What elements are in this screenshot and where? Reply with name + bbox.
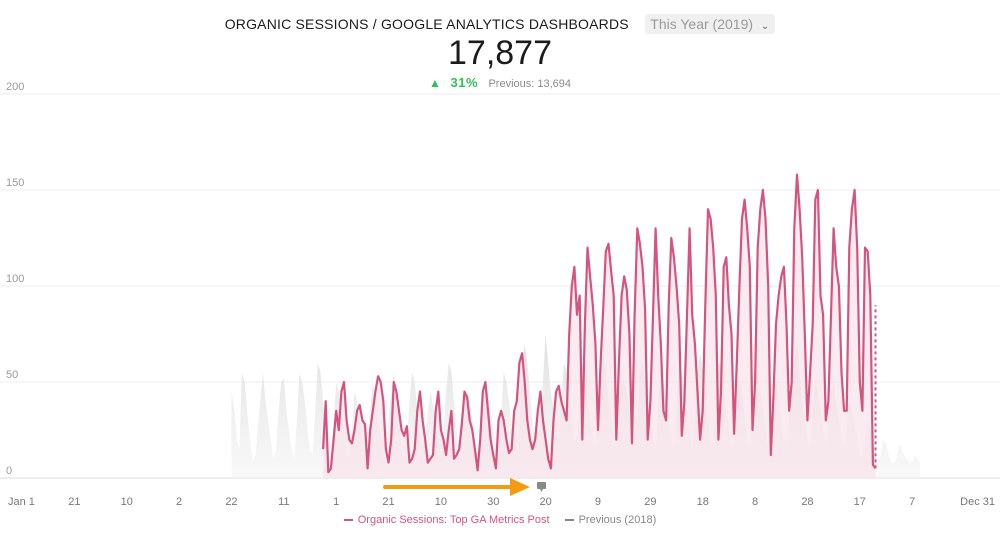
chart-legend: Organic Sessions: Top GA Metrics Post Pr… — [0, 512, 1000, 526]
triangle-up-icon: ▲ — [428, 76, 442, 90]
chart-header: ORGANIC SESSIONS / GOOGLE ANALYTICS DASH… — [0, 0, 1000, 110]
chart-title: ORGANIC SESSIONS / GOOGLE ANALYTICS DASH… — [224, 16, 629, 32]
x-tick-label: 18 — [697, 496, 709, 508]
x-tick-label: 28 — [801, 496, 813, 508]
period-selector[interactable]: This Year (2019) ⌄ — [645, 14, 776, 34]
current-line[interactable] — [322, 173, 877, 474]
y-tick-label: 200 — [6, 81, 24, 93]
x-tick-label: Jan 1 — [8, 496, 35, 508]
y-tick-label: 0 — [6, 465, 12, 477]
legend-item-current[interactable]: Organic Sessions: Top GA Metrics Post — [343, 514, 550, 526]
title-row: ORGANIC SESSIONS / GOOGLE ANALYTICS DASH… — [0, 14, 1000, 34]
comparison-row: ▲ 31% Previous: 13,694 — [0, 74, 1000, 92]
x-tick-label: 2 — [176, 496, 182, 508]
legend-swatch-current — [343, 519, 353, 521]
x-tick-label: 21 — [382, 496, 394, 508]
y-tick-label: 150 — [6, 177, 24, 189]
y-tick-label: 100 — [6, 273, 24, 285]
current-series[interactable] — [322, 173, 877, 478]
legend-item-previous[interactable]: Previous (2018) — [564, 514, 657, 526]
change-percent: 31% — [450, 75, 479, 90]
x-tick-label: 8 — [752, 496, 758, 508]
current-area — [323, 174, 876, 478]
x-tick-label: 30 — [487, 496, 499, 508]
x-tick-label: 1 — [333, 496, 339, 508]
x-tick-label: 9 — [595, 496, 601, 508]
x-tick-label: 21 — [68, 496, 80, 508]
legend-swatch-previous — [564, 519, 574, 521]
x-axis-labels: Jan 1 21 10 2 22 11 1 21 10 30 20 9 29 18 8 28 17 7 Dec 31 — [8, 496, 995, 508]
change-badge: ▲ 31% — [429, 75, 478, 90]
x-tick-label: 7 — [909, 496, 915, 508]
x-tick-label: 29 — [644, 496, 656, 508]
legend-label-previous: Previous (2018) — [578, 514, 657, 526]
x-tick-label: Dec 31 — [960, 496, 995, 508]
chevron-down-icon: ⌄ — [760, 21, 770, 32]
annotation — [383, 478, 546, 496]
orange-arrow-icon — [383, 478, 530, 496]
previous-total: Previous: 13,694 — [488, 78, 572, 90]
y-tick-label: 50 — [6, 369, 18, 381]
x-tick-label: 10 — [435, 496, 447, 508]
y-axis-labels: 0 50 100 150 200 — [6, 81, 24, 477]
x-tick-label: 17 — [854, 496, 866, 508]
x-tick-label: 22 — [225, 496, 237, 508]
legend-label-current: Organic Sessions: Top GA Metrics Post — [357, 514, 550, 526]
annotation-flag-icon[interactable] — [537, 482, 546, 492]
x-tick-label: 10 — [121, 496, 133, 508]
x-tick-label: 20 — [540, 496, 552, 508]
total-value: 17,877 — [448, 34, 552, 72]
period-selector-label: This Year (2019) — [650, 16, 754, 32]
x-tick-label: 11 — [278, 496, 289, 508]
